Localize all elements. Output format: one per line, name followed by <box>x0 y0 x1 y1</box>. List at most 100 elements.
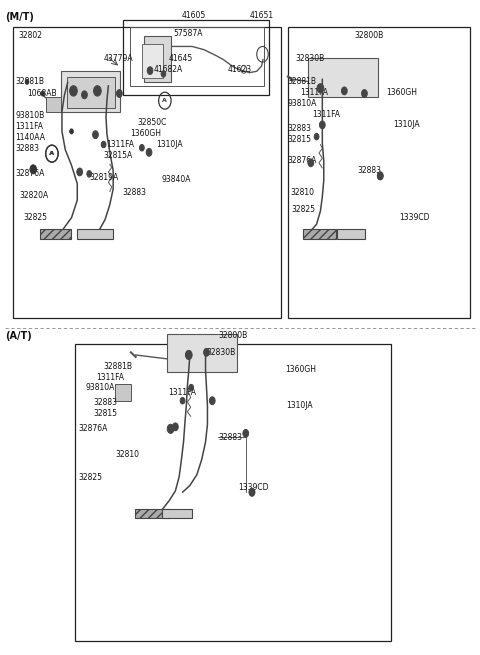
Circle shape <box>87 171 92 177</box>
Text: 32825: 32825 <box>291 206 315 214</box>
Circle shape <box>249 488 255 496</box>
Text: 1310JA: 1310JA <box>393 121 420 130</box>
Text: 32800B: 32800B <box>355 31 384 40</box>
Bar <box>288 27 470 318</box>
Circle shape <box>308 159 314 167</box>
Circle shape <box>361 90 367 98</box>
Circle shape <box>377 172 383 179</box>
Circle shape <box>70 129 73 134</box>
Circle shape <box>140 145 144 151</box>
Text: 32830B: 32830B <box>295 54 324 63</box>
Text: 32883: 32883 <box>123 189 147 197</box>
Text: 32876A: 32876A <box>78 424 108 434</box>
Text: 32825: 32825 <box>79 474 103 482</box>
Circle shape <box>314 134 319 140</box>
Bar <box>336 229 365 239</box>
Text: 32820A: 32820A <box>20 191 49 200</box>
Bar <box>123 20 269 96</box>
Text: 32876A: 32876A <box>288 156 317 164</box>
Circle shape <box>117 90 122 98</box>
Text: 32883: 32883 <box>15 144 39 153</box>
Circle shape <box>93 131 98 139</box>
Text: 32802: 32802 <box>19 31 43 40</box>
Text: 32876A: 32876A <box>15 170 45 178</box>
Circle shape <box>377 172 383 179</box>
Bar <box>303 229 336 239</box>
Text: 32830B: 32830B <box>206 348 236 357</box>
Text: 32815: 32815 <box>93 409 117 419</box>
Text: 32815: 32815 <box>288 135 312 143</box>
Text: 57587A: 57587A <box>173 29 203 38</box>
Text: 32815A: 32815A <box>104 151 133 160</box>
Text: 41645: 41645 <box>168 54 192 63</box>
Circle shape <box>94 86 101 96</box>
Circle shape <box>180 398 185 404</box>
Bar <box>135 508 169 518</box>
Bar <box>162 508 192 518</box>
Bar <box>75 344 391 641</box>
Text: 32883: 32883 <box>288 124 312 134</box>
Text: 41682A: 41682A <box>154 65 183 74</box>
Text: 1339CD: 1339CD <box>399 213 430 222</box>
Text: 1311FA: 1311FA <box>15 122 43 131</box>
Circle shape <box>41 91 45 96</box>
Bar <box>67 77 115 108</box>
Text: 1311FA: 1311FA <box>300 88 328 97</box>
Text: 32881B: 32881B <box>15 77 44 86</box>
Bar <box>46 98 61 112</box>
Text: 32881B: 32881B <box>288 77 317 86</box>
Circle shape <box>204 348 209 356</box>
Text: 1311FA: 1311FA <box>96 373 124 382</box>
Text: 1068AB: 1068AB <box>27 89 57 98</box>
Bar <box>142 44 163 78</box>
Circle shape <box>25 79 29 84</box>
Text: 1310JA: 1310JA <box>156 140 183 149</box>
Text: 93810B: 93810B <box>15 111 44 121</box>
Text: 32810: 32810 <box>290 189 314 197</box>
Circle shape <box>30 165 36 174</box>
Bar <box>12 27 281 318</box>
Text: 32883: 32883 <box>218 433 242 442</box>
Text: (M/T): (M/T) <box>5 12 35 22</box>
Text: 1360GH: 1360GH <box>286 365 316 375</box>
Text: 1311FA: 1311FA <box>168 388 196 398</box>
Bar <box>77 229 113 239</box>
Circle shape <box>243 430 249 438</box>
Circle shape <box>341 87 347 95</box>
Circle shape <box>101 141 106 148</box>
Text: 32810: 32810 <box>116 450 140 458</box>
Circle shape <box>70 86 77 96</box>
Text: A: A <box>162 98 168 103</box>
Text: 1311FA: 1311FA <box>106 140 134 149</box>
Circle shape <box>161 71 166 77</box>
Circle shape <box>146 149 152 157</box>
Text: 41605: 41605 <box>181 10 206 20</box>
Text: 1360GH: 1360GH <box>386 88 417 97</box>
Bar <box>115 384 132 401</box>
Text: 1311FA: 1311FA <box>312 110 340 119</box>
Circle shape <box>77 168 83 176</box>
Text: 93810A: 93810A <box>86 383 115 392</box>
Text: 32825: 32825 <box>23 213 47 222</box>
Circle shape <box>209 397 215 405</box>
Text: 32883: 32883 <box>357 166 381 175</box>
Bar <box>40 229 71 239</box>
Text: A: A <box>50 151 54 156</box>
Bar <box>167 334 237 372</box>
Text: 41623: 41623 <box>228 65 252 74</box>
Circle shape <box>189 384 193 391</box>
Circle shape <box>147 67 153 75</box>
Text: 93810A: 93810A <box>288 100 317 109</box>
Text: 41651: 41651 <box>250 10 274 20</box>
Text: 1140AA: 1140AA <box>15 133 45 141</box>
Circle shape <box>185 350 192 360</box>
Circle shape <box>82 91 87 99</box>
Bar <box>130 27 264 86</box>
Text: A: A <box>49 151 54 156</box>
Bar <box>60 71 120 112</box>
Bar <box>144 36 170 82</box>
Circle shape <box>172 423 178 431</box>
Circle shape <box>317 84 324 93</box>
Text: 1360GH: 1360GH <box>130 129 161 138</box>
Text: 32850C: 32850C <box>137 119 167 128</box>
